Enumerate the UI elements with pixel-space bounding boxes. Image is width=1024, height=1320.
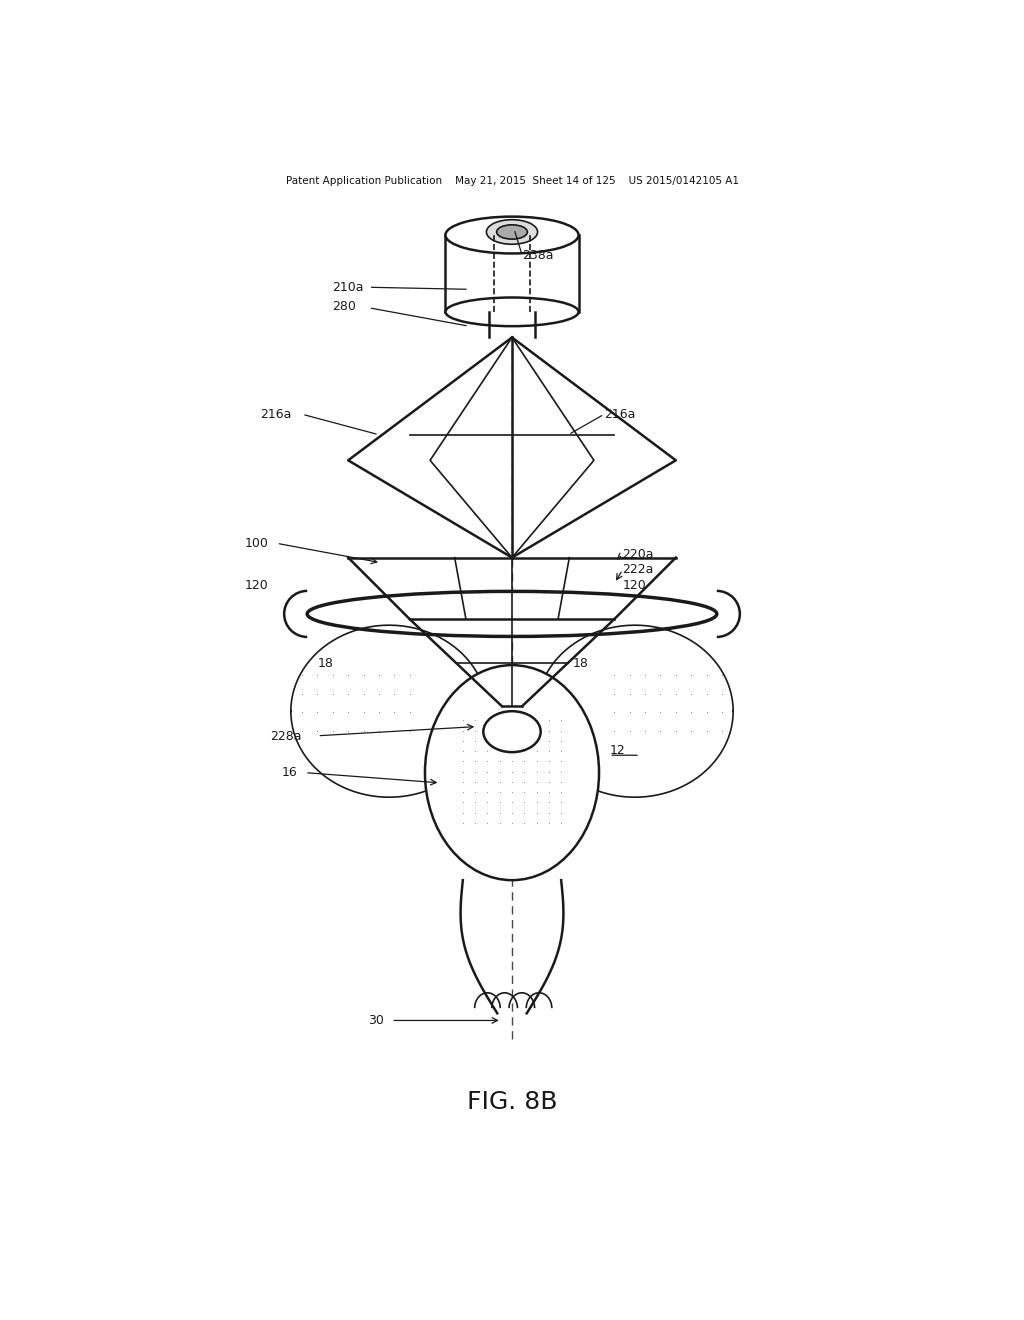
Ellipse shape	[445, 297, 579, 326]
Text: 280: 280	[333, 300, 356, 313]
Text: 216a: 216a	[604, 408, 636, 421]
Polygon shape	[489, 312, 535, 338]
Text: 100: 100	[245, 537, 268, 549]
Text: 16: 16	[282, 766, 297, 779]
Bar	[445, 235, 579, 312]
Text: 30: 30	[368, 1014, 384, 1027]
Ellipse shape	[445, 216, 579, 253]
Text: 210a: 210a	[332, 281, 364, 294]
Polygon shape	[291, 626, 487, 797]
Text: 18: 18	[317, 656, 334, 669]
Text: 12: 12	[609, 743, 625, 756]
Text: 238a: 238a	[522, 249, 554, 261]
Ellipse shape	[483, 711, 541, 752]
Text: 216a: 216a	[260, 408, 292, 421]
Text: 228a: 228a	[270, 730, 302, 743]
Ellipse shape	[307, 591, 717, 636]
Ellipse shape	[425, 665, 599, 880]
Text: 120: 120	[623, 578, 646, 591]
Text: 120: 120	[245, 578, 268, 591]
Text: 222a: 222a	[623, 564, 654, 577]
Text: 220a: 220a	[623, 548, 654, 561]
Text: Patent Application Publication    May 21, 2015  Sheet 14 of 125    US 2015/01421: Patent Application Publication May 21, 2…	[286, 176, 738, 186]
Ellipse shape	[497, 224, 527, 239]
Text: FIG. 8B: FIG. 8B	[467, 1090, 557, 1114]
Text: 18: 18	[572, 656, 589, 669]
Ellipse shape	[486, 219, 538, 244]
Polygon shape	[537, 626, 733, 797]
